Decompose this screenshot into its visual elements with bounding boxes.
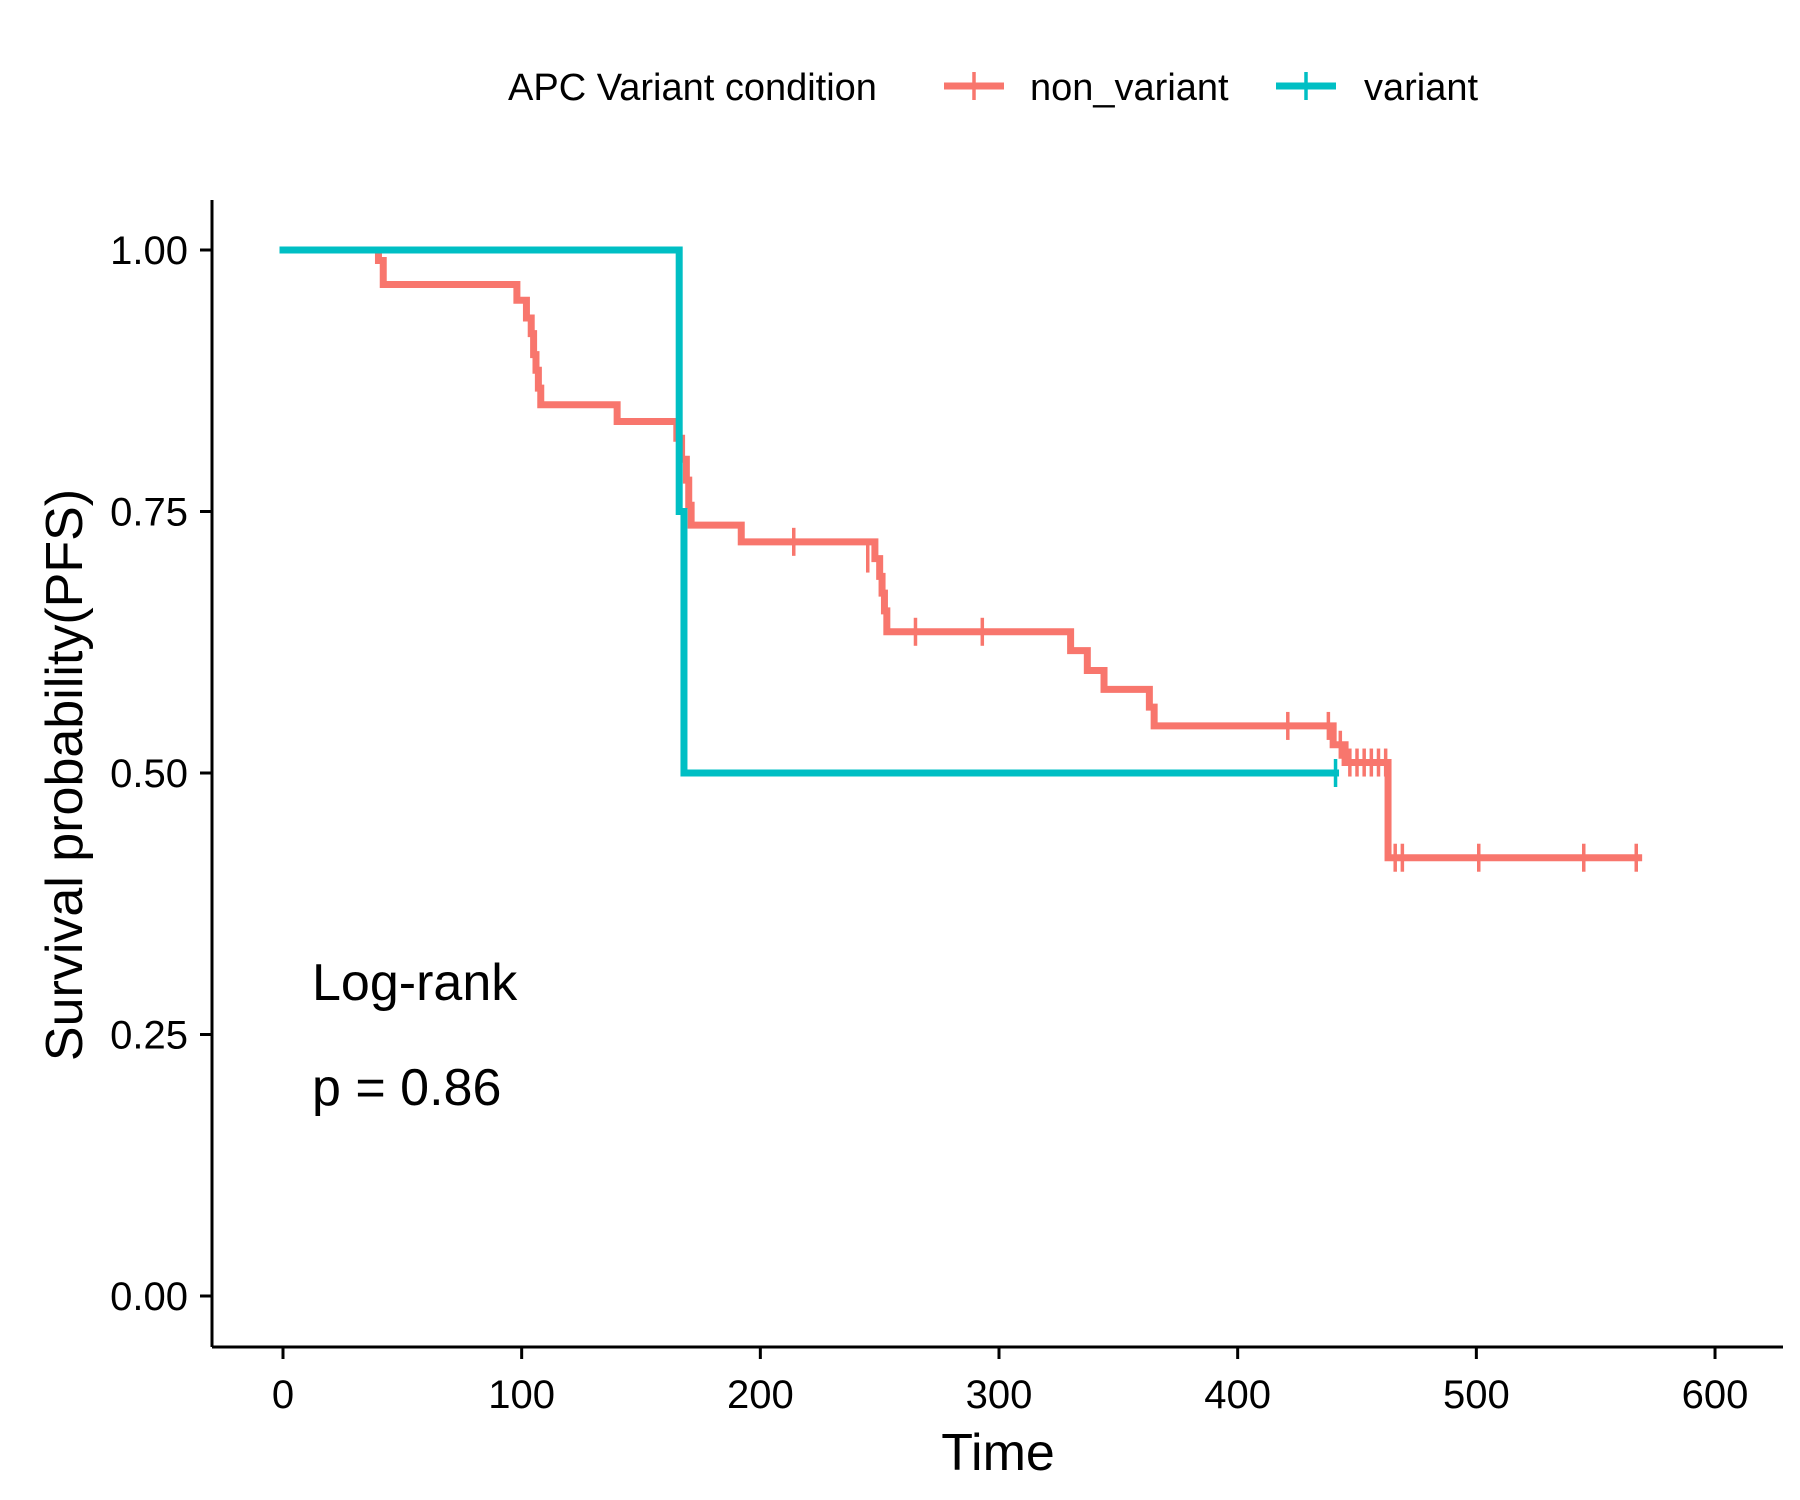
p-value-label: p = 0.86 <box>312 1059 501 1117</box>
x-tick-label: 100 <box>488 1373 555 1417</box>
x-tick-label: 300 <box>966 1373 1033 1417</box>
y-tick-label: 0.75 <box>110 491 188 535</box>
legend: APC Variant condition non_variant varian… <box>508 67 1478 109</box>
x-tick-label: 0 <box>272 1373 294 1417</box>
x-tick-label: 400 <box>1204 1373 1271 1417</box>
legend-item-non-variant: non_variant <box>944 67 1229 109</box>
x-axis-title: Time <box>941 1424 1055 1482</box>
km-curve-variant <box>279 246 1340 777</box>
legend-item-variant: variant <box>1276 67 1478 109</box>
km-curve-non-variant <box>279 246 1643 862</box>
y-tick-label: 0.25 <box>110 1014 188 1058</box>
x-tick-label: 200 <box>727 1373 794 1417</box>
y-tick-label: 1.00 <box>110 229 188 273</box>
log-rank-label: Log-rank <box>312 954 518 1012</box>
y-tick-label: 0.00 <box>110 1275 188 1319</box>
plot-area <box>279 246 1643 872</box>
y-axis-title: Survival probability(PFS) <box>36 489 94 1061</box>
x-tick-label: 600 <box>1682 1373 1749 1417</box>
legend-label-non-variant: non_variant <box>1030 67 1229 109</box>
y-tick-label: 0.50 <box>110 752 188 796</box>
axes: 0 100 200 300 400 500 600 0.00 0.25 0.50 0.75 1.00 <box>110 200 1783 1417</box>
legend-title: APC Variant condition <box>508 67 877 109</box>
legend-label-variant: variant <box>1364 67 1478 109</box>
x-tick-label: 500 <box>1443 1373 1510 1417</box>
